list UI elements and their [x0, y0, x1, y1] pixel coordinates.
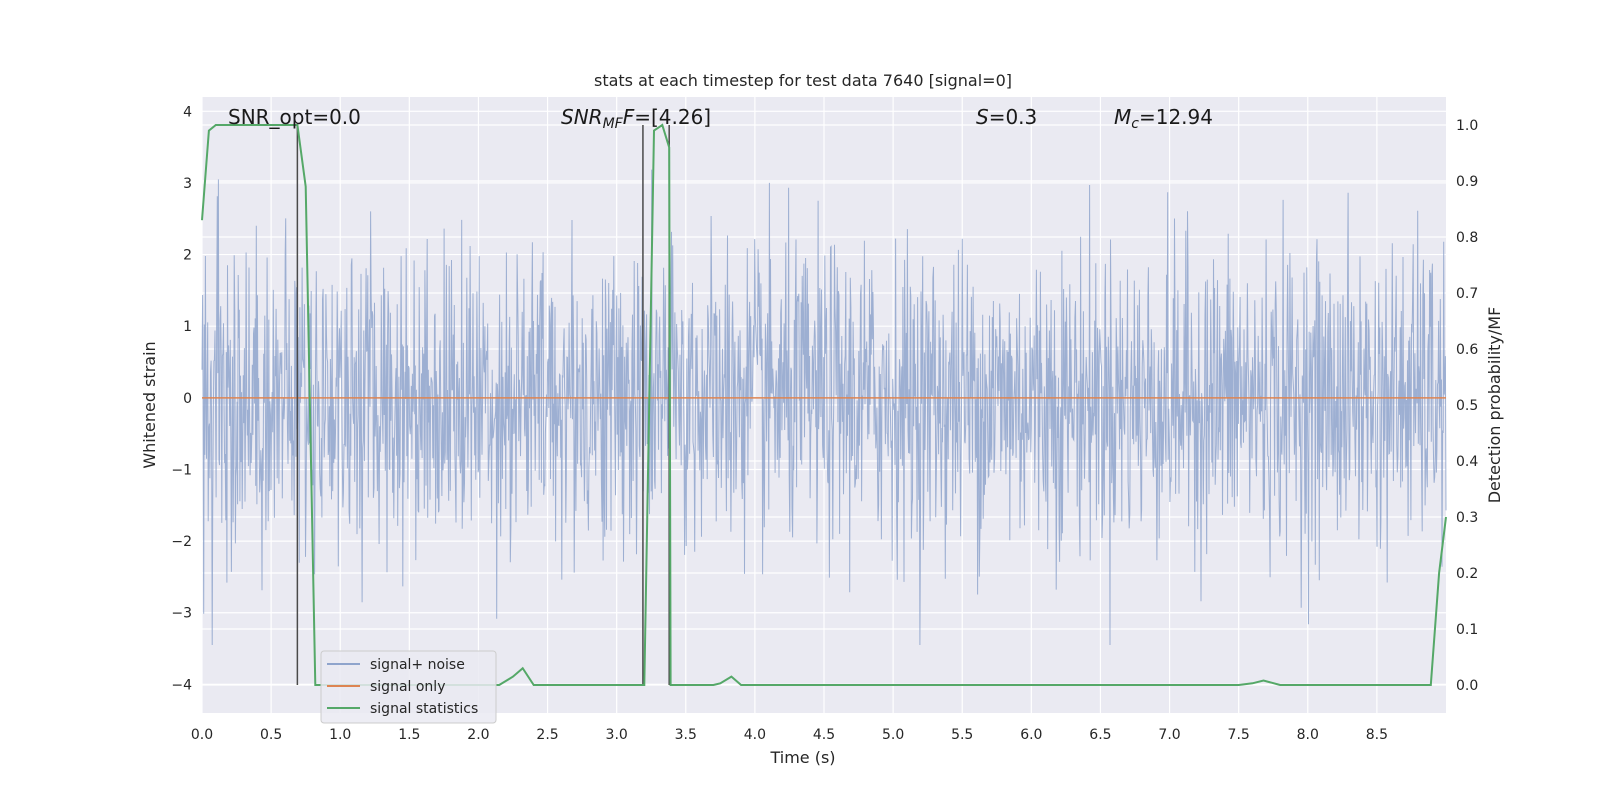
y-tick-label-right: 0.0: [1456, 678, 1478, 694]
y-tick-label-right: 0.6: [1456, 342, 1478, 358]
x-tick-label: 4.5: [813, 727, 835, 743]
x-tick-label: 7.0: [1158, 727, 1180, 743]
x-tick-label: 1.5: [398, 727, 420, 743]
statistics-line: [201, 123, 1447, 686]
x-tick-label: 6.0: [1020, 727, 1042, 743]
x-tick-label: 3.0: [606, 727, 628, 743]
y-axis-label-left: Whitened strain: [140, 341, 159, 468]
x-tick-label: 2.0: [467, 727, 489, 743]
annotation-mc: Mc=12.94: [1114, 105, 1213, 132]
legend-label-signal-only: signal only: [370, 679, 445, 695]
y-tick-label-right: 0.4: [1456, 454, 1478, 470]
y-tick-label-right: 0.9: [1456, 174, 1478, 190]
y-tick-label-left: 3: [183, 176, 192, 192]
y-tick-label-left: −2: [171, 534, 192, 550]
annotation-s: S=0.3: [976, 105, 1037, 129]
y-tick-label-left: 0: [183, 391, 192, 407]
x-tick-label: 0.5: [260, 727, 282, 743]
x-tick-label: 0.0: [191, 727, 213, 743]
x-tick-label: 3.5: [675, 727, 697, 743]
y-tick-label-left: −4: [171, 677, 192, 693]
y-tick-label-right: 0.8: [1456, 230, 1478, 246]
legend-label-signal-statistics: signal statistics: [370, 701, 478, 717]
y-tick-label-left: −3: [171, 606, 192, 622]
y-tick-label-left: 4: [183, 104, 192, 120]
x-axis-label: Time (s): [769, 748, 835, 767]
y-tick-label-left: 2: [183, 248, 192, 264]
x-tick-label: 5.0: [882, 727, 904, 743]
y-tick-label-left: 1: [183, 319, 192, 335]
y-tick-label-right: 0.5: [1456, 398, 1478, 414]
legend-label-signal-noise: signal+ noise: [370, 657, 465, 673]
x-tick-label: 6.5: [1089, 727, 1111, 743]
x-tick-label: 1.0: [329, 727, 351, 743]
x-tick-label: 4.0: [744, 727, 766, 743]
x-tick-label: 7.5: [1228, 727, 1250, 743]
x-tick-label: 8.0: [1297, 727, 1319, 743]
y-tick-label-right: 0.2: [1456, 566, 1478, 582]
series-signal-statistics: [201, 123, 1447, 686]
series-signal-noise: [201, 169, 1447, 646]
x-tick-label: 2.5: [536, 727, 558, 743]
y-tick-label-right: 0.1: [1456, 622, 1478, 638]
legend: signal+ noise signal only signal statist…: [320, 650, 497, 724]
annotation-snr-opt: SNR_opt=0.0: [228, 105, 361, 129]
legend-box: [320, 650, 497, 724]
x-tick-label: 8.5: [1366, 727, 1388, 743]
y-tick-label-right: 0.3: [1456, 510, 1478, 526]
y-axis-label-right: Detection probability/MF: [1485, 307, 1504, 504]
y-tick-label-right: 0.7: [1456, 286, 1478, 302]
chart-title: stats at each timestep for test data 764…: [594, 71, 1012, 90]
x-tick-label: 5.5: [951, 727, 973, 743]
noise-trace: [201, 169, 1447, 646]
axis-ticks: 0.0 0.5 1.0 1.5 2.0 2.5 3.0 3.5 4.0 4.5 5.0 5.5 6.0 6…: [171, 104, 1478, 743]
y-tick-label-right: 1.0: [1456, 118, 1478, 134]
annotation-snr-mf: SNRMFF=[4.26]: [561, 105, 711, 132]
y-tick-label-left: −1: [171, 462, 192, 478]
